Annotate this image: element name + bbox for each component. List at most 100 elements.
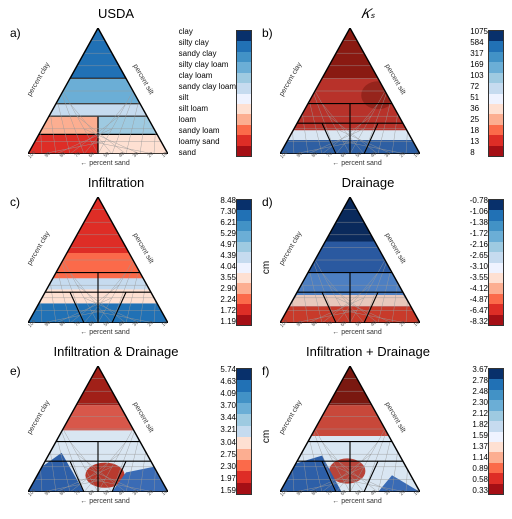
tick-row-bottom: 100908070605040302010 bbox=[280, 321, 420, 327]
colorbar-segment bbox=[489, 52, 503, 62]
colorbar-label: 169 bbox=[470, 61, 488, 69]
colorbar-segment bbox=[489, 31, 503, 41]
colorbar-label: 1.14 bbox=[472, 454, 488, 462]
colorbar-segment bbox=[237, 62, 251, 72]
colorbar-label: -4.12 bbox=[470, 285, 488, 293]
colorbar-label: 2.75 bbox=[220, 451, 236, 459]
panel-d: Drainaged) ← percent sandpercent clayper… bbox=[260, 177, 504, 342]
colorbar bbox=[236, 368, 252, 495]
colorbar-label: -3.10 bbox=[470, 263, 488, 271]
colorbar-label: 1.59 bbox=[220, 487, 236, 495]
colorbar-label: 72 bbox=[470, 83, 488, 91]
colorbar-labels: claysilty claysandy claysilty clay loamc… bbox=[179, 28, 236, 157]
colorbar bbox=[236, 30, 252, 157]
colorbar-segment bbox=[489, 294, 503, 304]
colorbar-label: 4.97 bbox=[220, 241, 236, 249]
colorbar-label: 1.97 bbox=[220, 475, 236, 483]
colorbar-segment bbox=[237, 483, 251, 494]
colorbar-segment bbox=[489, 273, 503, 283]
colorbar-label: -2.16 bbox=[470, 241, 488, 249]
colorbar-segment bbox=[489, 135, 503, 145]
colorbar-segment bbox=[489, 452, 503, 462]
colorbar-segment bbox=[237, 41, 251, 51]
colorbar-segment bbox=[237, 380, 251, 391]
panel-title: Drainage bbox=[260, 175, 476, 190]
colorbar-segment bbox=[489, 125, 503, 135]
colorbar-segment bbox=[489, 432, 503, 442]
colorbar-segment bbox=[237, 460, 251, 471]
colorbar-segment bbox=[489, 83, 503, 93]
colorbar-segment bbox=[489, 421, 503, 431]
axis-bottom-label: ← percent sand bbox=[38, 498, 172, 505]
colorbar-segment bbox=[237, 221, 251, 231]
colorbar-label: 8 bbox=[470, 149, 488, 157]
colorbar-label: -8.32 bbox=[470, 318, 488, 326]
panel-letter: d) bbox=[262, 195, 273, 209]
colorbar-label: silt loam bbox=[179, 105, 236, 113]
colorbar-segment bbox=[489, 231, 503, 241]
panel-letter: a) bbox=[10, 26, 21, 40]
colorbar-label: 1075 bbox=[470, 28, 488, 36]
panel-letter: f) bbox=[262, 364, 269, 378]
colorbar-segment bbox=[237, 252, 251, 262]
colorbar-label: sandy clay loam bbox=[179, 83, 236, 91]
colorbar-segment bbox=[489, 484, 503, 494]
colorbar-segment bbox=[489, 379, 503, 389]
panel-letter: c) bbox=[10, 195, 20, 209]
colorbar-segment bbox=[489, 263, 503, 273]
colorbar-segment bbox=[237, 242, 251, 252]
colorbar-segment bbox=[237, 437, 251, 448]
colorbar-label: 103 bbox=[470, 72, 488, 80]
colorbar-segment bbox=[489, 463, 503, 473]
panel-letter: e) bbox=[10, 364, 21, 378]
colorbar-label: 5.74 bbox=[220, 366, 236, 374]
colorbar-segment bbox=[489, 283, 503, 293]
colorbar-segment bbox=[489, 94, 503, 104]
colorbar-segment bbox=[489, 400, 503, 410]
colorbar-segment bbox=[237, 135, 251, 145]
colorbar-label: 18 bbox=[470, 127, 488, 135]
colorbar-segment bbox=[489, 473, 503, 483]
colorbar-segment bbox=[489, 369, 503, 379]
colorbar-label: 3.04 bbox=[220, 439, 236, 447]
colorbar-segment bbox=[237, 426, 251, 437]
colorbar-segment bbox=[489, 104, 503, 114]
colorbar-segment bbox=[237, 231, 251, 241]
tick-row-bottom: 100908070605040302010 bbox=[28, 490, 168, 496]
colorbar-segment bbox=[489, 114, 503, 124]
axis-bottom-label: ← percent sand bbox=[290, 329, 424, 336]
colorbar bbox=[488, 368, 504, 495]
colorbar-segment bbox=[237, 83, 251, 93]
colorbar-labels: 8.487.306.215.294.974.394.043.552.902.24… bbox=[220, 197, 236, 326]
colorbar-label: 0.33 bbox=[472, 487, 488, 495]
colorbar-label: 2.90 bbox=[220, 285, 236, 293]
panel-title: 𝐾ₛ bbox=[260, 6, 476, 22]
colorbar bbox=[488, 199, 504, 326]
colorbar-label: -1.38 bbox=[470, 219, 488, 227]
colorbar-label: 317 bbox=[470, 50, 488, 58]
colorbar-segment bbox=[489, 200, 503, 210]
colorbar-segment bbox=[489, 210, 503, 220]
colorbar-segment bbox=[489, 304, 503, 314]
colorbar-label: sand bbox=[179, 149, 236, 157]
colorbar-label: 2.30 bbox=[472, 399, 488, 407]
colorbar-label: 3.67 bbox=[472, 366, 488, 374]
colorbar bbox=[488, 30, 504, 157]
colorbar-label: sandy loam bbox=[179, 127, 236, 135]
colorbar-label: silty clay bbox=[179, 39, 236, 47]
colorbar-label: 0.89 bbox=[472, 465, 488, 473]
colorbar-label: 7.30 bbox=[220, 208, 236, 216]
tick-row-bottom: 100908070605040302010 bbox=[28, 152, 168, 158]
colorbar-segment bbox=[489, 41, 503, 51]
colorbar-segment bbox=[489, 62, 503, 72]
colorbar-segment bbox=[237, 104, 251, 114]
tick-row-bottom: 100908070605040302010 bbox=[28, 321, 168, 327]
colorbar-segment bbox=[237, 304, 251, 314]
colorbar-segment bbox=[237, 403, 251, 414]
colorbar-segment bbox=[489, 442, 503, 452]
colorbar-segment bbox=[237, 146, 251, 156]
colorbar bbox=[236, 199, 252, 326]
colorbar-label: 25 bbox=[470, 116, 488, 124]
colorbar-label: 2.24 bbox=[220, 296, 236, 304]
axis-bottom-label: ← percent sand bbox=[290, 160, 424, 167]
